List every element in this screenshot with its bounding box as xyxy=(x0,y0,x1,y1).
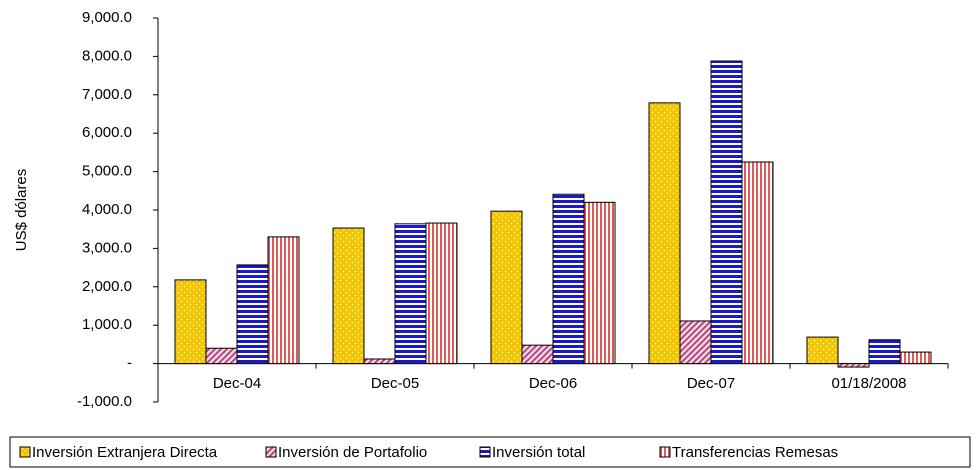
legend-swatch xyxy=(659,446,671,458)
y-tick-label: - xyxy=(127,355,132,372)
bar xyxy=(267,236,300,365)
y-tick-label: 9,000.0 xyxy=(82,9,132,26)
bar xyxy=(837,363,870,368)
bar xyxy=(394,223,427,365)
legend-label: Inversión Extranjera Directa xyxy=(32,444,218,461)
y-tick-label: 7,000.0 xyxy=(82,86,132,103)
bar xyxy=(552,193,585,365)
bar xyxy=(806,336,839,365)
bar xyxy=(490,210,523,365)
bar xyxy=(332,227,365,365)
bar xyxy=(679,320,712,365)
bar xyxy=(521,344,554,365)
legend-swatch xyxy=(479,446,491,458)
y-tick-label: 2,000.0 xyxy=(82,278,132,295)
legend-label: Inversión de Portafolio xyxy=(278,444,427,461)
bar xyxy=(583,201,616,365)
y-tick-label: 5,000.0 xyxy=(82,163,132,180)
y-tick-label: 4,000.0 xyxy=(82,201,132,218)
bar xyxy=(205,347,238,365)
x-tick-label: Dec-07 xyxy=(687,375,735,392)
x-tick-label: 01/18/2008 xyxy=(831,375,906,392)
legend-label: Transferencias Remesas xyxy=(672,444,838,461)
legend-swatch xyxy=(265,446,277,458)
y-tick-label: 1,000.0 xyxy=(82,316,132,333)
y-axis-label: US$ dólares xyxy=(13,169,30,252)
bar xyxy=(710,60,743,365)
bar xyxy=(648,102,681,365)
x-tick-label: Dec-06 xyxy=(529,375,577,392)
bar xyxy=(425,222,458,365)
bar xyxy=(868,339,901,365)
legend-label: Inversión total xyxy=(492,444,585,461)
y-tick-label: 8,000.0 xyxy=(82,47,132,64)
bar xyxy=(741,161,774,365)
y-tick-label: 6,000.0 xyxy=(82,124,132,141)
y-tick-label: 3,000.0 xyxy=(82,239,132,256)
y-tick-label: -1,000.0 xyxy=(77,393,132,410)
x-tick-label: Dec-05 xyxy=(371,375,419,392)
bar xyxy=(899,351,932,365)
bar xyxy=(236,264,269,365)
bar xyxy=(363,358,396,365)
x-tick-label: Dec-04 xyxy=(213,375,261,392)
bar xyxy=(174,279,207,365)
legend-swatch xyxy=(19,446,31,458)
